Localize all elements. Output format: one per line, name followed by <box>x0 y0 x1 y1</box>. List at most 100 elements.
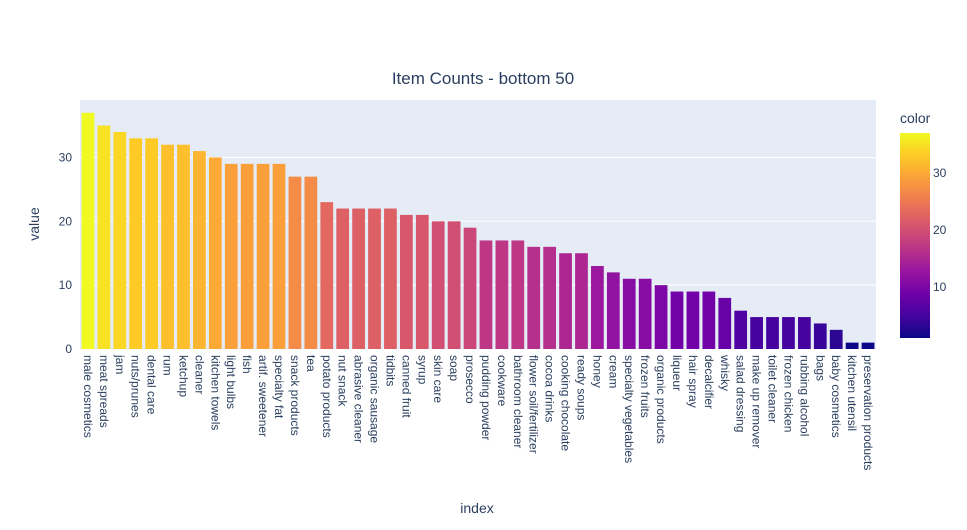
x-tick-label: ready soups <box>574 355 588 420</box>
x-tick-label: light bulbs <box>224 355 238 409</box>
bar[interactable] <box>256 163 270 349</box>
x-tick-label: frozen chicken <box>781 355 795 432</box>
x-tick-label: jam <box>113 354 127 374</box>
y-tick-label: 30 <box>59 150 73 164</box>
bar[interactable] <box>272 163 286 349</box>
colorbar-tick-label: 20 <box>933 223 947 237</box>
x-tick-label: tidbits <box>383 355 397 386</box>
x-tick-label: toilet cleaner <box>766 355 780 423</box>
bar[interactable] <box>161 144 174 349</box>
bar[interactable] <box>829 329 843 349</box>
bar[interactable] <box>495 240 509 349</box>
bar[interactable] <box>845 342 859 349</box>
x-tick-label: cleaner <box>192 355 206 394</box>
bar[interactable] <box>734 310 748 349</box>
x-tick-label: ketchup <box>176 355 190 397</box>
chart-title: Item Counts - bottom 50 <box>392 69 574 88</box>
bar[interactable] <box>782 317 795 349</box>
x-tick-label: fish <box>240 355 254 374</box>
x-tick-label: liqueur <box>670 355 684 391</box>
x-tick-label: bags <box>813 355 827 381</box>
bar[interactable] <box>606 272 620 349</box>
x-tick-label: cookware <box>495 355 509 407</box>
bar[interactable] <box>129 138 143 349</box>
y-axis-ticks: 0 10 20 30 <box>59 150 73 356</box>
bar[interactable] <box>813 323 827 349</box>
x-tick-label: flower soil/fertilizer <box>527 355 541 454</box>
bar[interactable] <box>113 131 127 349</box>
x-tick-label: soap <box>447 355 461 381</box>
x-tick-label: cooking chocolate <box>559 355 573 451</box>
bar[interactable] <box>670 291 684 349</box>
x-tick-label: frozen fruits <box>638 355 652 418</box>
x-tick-label: snack products <box>288 355 302 436</box>
bar[interactable] <box>638 278 652 349</box>
bar[interactable] <box>384 208 397 349</box>
bar[interactable] <box>591 266 604 349</box>
bar[interactable] <box>447 221 461 349</box>
bar[interactable] <box>336 208 350 349</box>
bar[interactable] <box>622 278 636 349</box>
bar[interactable] <box>527 246 541 349</box>
colorbar-tick-label: 30 <box>933 166 947 180</box>
x-tick-label: kitchen utensil <box>845 355 859 431</box>
bar[interactable] <box>97 125 111 349</box>
bar[interactable] <box>240 163 254 349</box>
y-tick-label: 10 <box>59 278 73 292</box>
bar[interactable] <box>766 317 779 349</box>
bar[interactable] <box>208 157 222 349</box>
bar[interactable] <box>177 144 190 349</box>
bar[interactable] <box>145 138 159 349</box>
x-tick-label: potato products <box>320 355 334 438</box>
x-axis-ticks: male cosmetics meat spreads jam nuts/prunes… <box>81 354 875 470</box>
bar[interactable] <box>415 214 429 349</box>
bar[interactable] <box>543 246 557 349</box>
x-tick-label: nut snack <box>336 355 350 407</box>
colorbar-tick-label: 10 <box>933 280 947 294</box>
bar[interactable] <box>399 214 413 349</box>
x-tick-label: whisky <box>718 354 732 391</box>
bar[interactable] <box>750 317 763 349</box>
x-tick-label: pudding powder <box>479 355 493 440</box>
x-tick-label: artif. sweetener <box>256 355 270 437</box>
bar[interactable] <box>288 176 302 349</box>
x-tick-label: kitchen towels <box>208 355 222 430</box>
bar[interactable] <box>575 253 588 349</box>
bar[interactable] <box>193 151 206 349</box>
bar[interactable] <box>304 176 318 349</box>
bar[interactable] <box>797 317 811 349</box>
bar[interactable] <box>479 240 493 349</box>
bar[interactable] <box>654 285 668 349</box>
x-tick-label: bathroom cleaner <box>511 355 525 448</box>
x-tick-label: dental care <box>145 355 159 415</box>
x-tick-label: syrup <box>415 355 429 385</box>
bar[interactable] <box>224 163 238 349</box>
bar[interactable] <box>368 208 381 349</box>
bars <box>81 112 875 350</box>
x-tick-label: preservation products <box>861 355 875 470</box>
x-tick-label: meat spreads <box>97 355 111 428</box>
x-axis-label: index <box>460 500 493 516</box>
x-tick-label: cocoa drinks <box>543 355 557 422</box>
bar[interactable] <box>861 342 875 349</box>
bar[interactable] <box>81 112 95 350</box>
x-tick-label: cream <box>606 355 620 388</box>
bar[interactable] <box>686 291 700 349</box>
x-tick-label: specialty vegetables <box>622 355 636 463</box>
y-tick-label: 0 <box>65 342 72 356</box>
bar[interactable] <box>463 227 477 349</box>
bar[interactable] <box>718 297 732 349</box>
x-tick-label: nuts/prunes <box>129 355 143 418</box>
bar[interactable] <box>320 202 334 349</box>
x-tick-label: rubbing alcohol <box>797 355 811 436</box>
bar[interactable] <box>559 253 572 349</box>
x-tick-label: baby cosmetics <box>829 355 843 438</box>
bar[interactable] <box>702 291 716 349</box>
bar[interactable] <box>431 221 445 349</box>
colorbar-title: color <box>900 110 931 126</box>
x-tick-label: make up remover <box>750 355 764 448</box>
bar[interactable] <box>352 208 365 349</box>
bar[interactable] <box>511 240 525 349</box>
